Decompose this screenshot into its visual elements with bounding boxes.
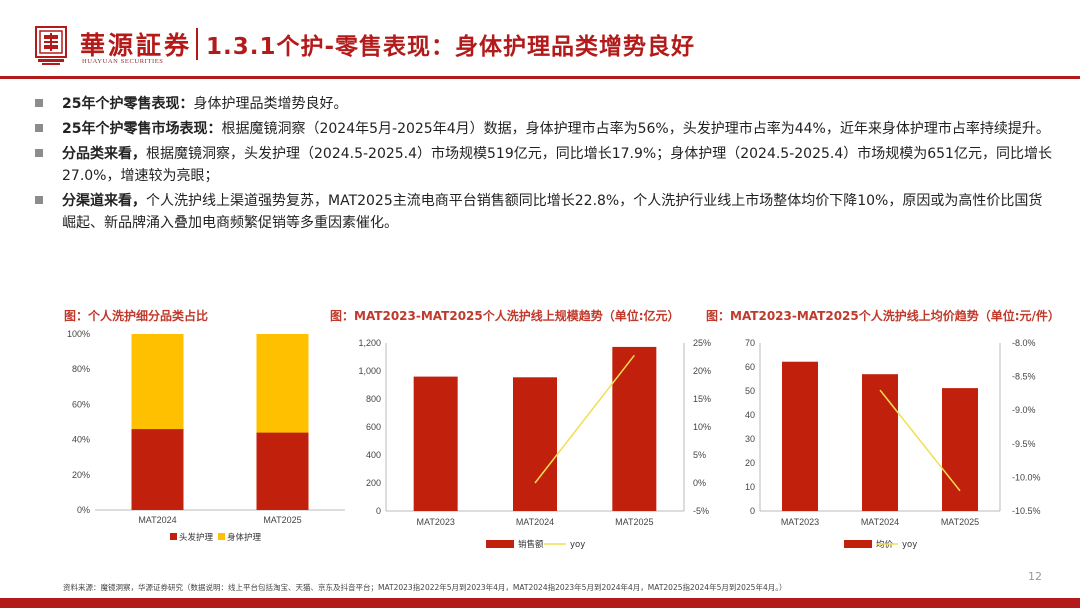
x-tick-label: MAT2023 bbox=[416, 517, 454, 527]
y-tick-label: 20 bbox=[745, 458, 755, 468]
y2-tick-label: -8.0% bbox=[1012, 338, 1036, 348]
y2-tick-label: -10.5% bbox=[1012, 506, 1041, 516]
y-tick-label: 0 bbox=[750, 506, 755, 516]
legend-swatch bbox=[844, 540, 872, 548]
bar-body-care bbox=[256, 334, 309, 433]
bullet-list: 25年个护零售表现：身体护理品类增势良好。 25年个护零售市场表现：根据魔镜洞察… bbox=[32, 93, 1052, 237]
x-tick-label: MAT2025 bbox=[615, 517, 653, 527]
y-tick-label: 40% bbox=[72, 435, 90, 445]
x-tick-label: MAT2024 bbox=[861, 517, 899, 527]
y-tick-label: 60 bbox=[745, 362, 755, 372]
y2-tick-label: 5% bbox=[693, 450, 706, 460]
bullet-lead: 分品类来看， bbox=[62, 146, 146, 162]
brand-name-cn: 華源証券 bbox=[80, 31, 193, 60]
legend-label: 销售额 bbox=[518, 539, 544, 550]
bullet-square-icon bbox=[35, 149, 43, 157]
bullet-square-icon bbox=[35, 99, 43, 107]
y-tick-label: 100% bbox=[67, 329, 90, 339]
y-tick-label: 400 bbox=[366, 450, 381, 460]
bullet-text: 个人洗护线上渠道强势复苏，MAT2025主流电商平台销售额同比增长22.8%，个… bbox=[62, 193, 1043, 231]
y-tick-label: 0 bbox=[376, 506, 381, 516]
bullet-item: 分品类来看，根据魔镜洞察，头发护理（2024.5-2025.4）市场规模519亿… bbox=[32, 143, 1052, 187]
x-tick-label: MAT2025 bbox=[941, 517, 979, 527]
legend-label: yoy bbox=[570, 540, 585, 550]
bar-hair-care bbox=[256, 432, 309, 510]
bullet-item: 25年个护零售表现：身体护理品类增势良好。 bbox=[32, 93, 1052, 115]
bar-mat2023 bbox=[413, 376, 458, 511]
y2-tick-label: 25% bbox=[693, 338, 711, 348]
bullet-text: 身体护理品类增势良好。 bbox=[193, 96, 348, 112]
bar-mat2025 bbox=[942, 388, 978, 511]
y2-tick-label: 20% bbox=[693, 366, 711, 376]
y2-tick-label: -9.5% bbox=[1012, 439, 1036, 449]
legend-swatch bbox=[218, 533, 225, 540]
y-tick-label: 1,200 bbox=[358, 338, 381, 348]
chart-title-online-scale: 图：MAT2023-MAT2025个人洗护线上规模趋势（单位:亿元） bbox=[330, 309, 680, 323]
legend-swatch bbox=[486, 540, 514, 548]
bullet-item: 25年个护零售市场表现：根据魔镜洞察（2024年5月-2025年4月）数据，身体… bbox=[32, 118, 1052, 140]
bar-mat2023 bbox=[782, 361, 818, 511]
y-tick-label: 60% bbox=[72, 399, 90, 409]
bullet-square-icon bbox=[35, 124, 43, 132]
bar-body-care bbox=[131, 334, 184, 430]
y2-tick-label: 10% bbox=[693, 422, 711, 432]
y-tick-label: 30 bbox=[745, 434, 755, 444]
x-tick-label: MAT2023 bbox=[781, 517, 819, 527]
y2-tick-label: -5% bbox=[693, 506, 709, 516]
y-tick-label: 40 bbox=[745, 410, 755, 420]
y-tick-label: 80% bbox=[72, 364, 90, 374]
yoy-line bbox=[879, 389, 961, 492]
legend-label: 身体护理 bbox=[227, 532, 262, 543]
bullet-lead: 分渠道来看， bbox=[62, 193, 146, 209]
bar-mat2024 bbox=[513, 377, 557, 511]
x-tick-label: MAT2024 bbox=[138, 515, 176, 525]
y2-tick-label: -10.0% bbox=[1012, 472, 1041, 482]
y-tick-label: 600 bbox=[366, 422, 381, 432]
bullet-item: 分渠道来看，个人洗护线上渠道强势复苏，MAT2025主流电商平台销售额同比增长2… bbox=[32, 190, 1052, 234]
bar-hair-care bbox=[131, 429, 184, 510]
y2-tick-label: -8.5% bbox=[1012, 372, 1036, 382]
header-rule bbox=[0, 76, 1080, 79]
bullet-square-icon bbox=[35, 196, 43, 204]
y2-tick-label: -9.0% bbox=[1012, 405, 1036, 415]
x-tick-label: MAT2025 bbox=[263, 515, 301, 525]
logo-seal-icon bbox=[35, 26, 67, 65]
header: 華源証券 HUAYUAN SECURITIES 1.3.1个护-零售表现：身体护… bbox=[0, 0, 1080, 79]
chart-title-online-price: 图：MAT2023-MAT2025个人洗护线上均价趋势（单位:元/件） bbox=[706, 309, 1060, 323]
y-tick-label: 0% bbox=[77, 505, 90, 515]
bullet-lead: 25年个护零售表现： bbox=[62, 96, 194, 112]
y-tick-label: 50 bbox=[745, 386, 755, 396]
page-title: 1.3.1个护-零售表现：身体护理品类增势良好 bbox=[206, 34, 696, 60]
bar-mat2024 bbox=[862, 374, 898, 511]
y-tick-label: 200 bbox=[366, 478, 381, 488]
source-note: 资料来源：魔镜洞察，华源证券研究（数据说明：线上平台包括淘宝、天猫、京东及抖音平… bbox=[63, 583, 787, 592]
bullet-text: 根据魔镜洞察，头发护理（2024.5-2025.4）市场规模519亿元，同比增长… bbox=[62, 146, 1052, 184]
brand-name-en: HUAYUAN SECURITIES bbox=[82, 58, 164, 65]
bullet-lead: 25年个护零售市场表现： bbox=[62, 121, 222, 137]
y2-tick-label: 0% bbox=[693, 478, 706, 488]
y-tick-label: 1,000 bbox=[358, 366, 381, 376]
chart-title-category-share: 图：个人洗护细分品类占比 bbox=[64, 309, 209, 323]
y-tick-label: 800 bbox=[366, 394, 381, 404]
yoy-line bbox=[534, 354, 635, 484]
y-tick-label: 10 bbox=[745, 482, 755, 492]
y2-tick-label: 15% bbox=[693, 394, 711, 404]
page-number: 12 bbox=[1028, 570, 1042, 583]
legend-swatch bbox=[170, 533, 177, 540]
y-tick-label: 70 bbox=[745, 338, 755, 348]
header-divider bbox=[196, 28, 198, 60]
x-tick-label: MAT2024 bbox=[516, 517, 554, 527]
y-tick-label: 20% bbox=[72, 470, 90, 480]
footer-bar bbox=[0, 598, 1080, 608]
legend-label: yoy bbox=[902, 540, 917, 550]
legend-label: 头发护理 bbox=[179, 532, 214, 543]
bar-mat2025 bbox=[612, 346, 657, 511]
bullet-text: 根据魔镜洞察（2024年5月-2025年4月）数据，身体护理市占率为56%，头发… bbox=[221, 121, 1050, 137]
